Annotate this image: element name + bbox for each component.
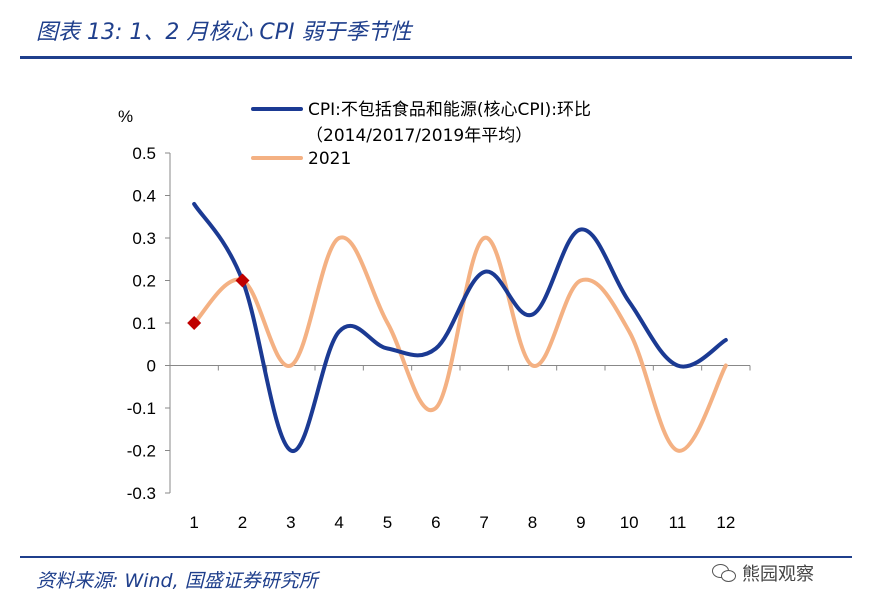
footer-divider	[20, 556, 852, 558]
series-line-2021	[192, 235, 728, 453]
figure-title: 图表 13: 1、2 月核心 CPI 弱于季节性	[36, 20, 412, 45]
y-tick-label: 0.4	[132, 187, 156, 206]
y-tick-label: 0.2	[132, 272, 156, 291]
x-tick-label: 10	[620, 513, 639, 532]
y-tick-label: 0.1	[132, 314, 156, 333]
legend-label-core-line2: （2014/2017/2019年平均）	[306, 126, 532, 146]
x-tick-label: 3	[286, 513, 295, 532]
x-tick-label: 8	[528, 513, 537, 532]
y-tick-label: 0.5	[132, 144, 156, 163]
y-tick-label: 0	[147, 357, 156, 376]
legend-label-2021: 2021	[308, 149, 351, 169]
watermark: 熊园观察	[712, 560, 814, 586]
x-tick-label: 7	[479, 513, 488, 532]
x-tick-label: 1	[189, 513, 198, 532]
x-tick-label: 11	[669, 513, 687, 532]
y-axis-label: %	[118, 107, 133, 126]
x-tick-label: 9	[576, 513, 585, 532]
x-tick-label: 2	[238, 513, 247, 532]
wechat-icon	[712, 562, 738, 584]
marker-diamond	[235, 273, 250, 288]
marker-diamond	[187, 316, 202, 330]
x-tick-label: 12	[716, 513, 735, 532]
title-divider	[20, 56, 852, 59]
series-line-core	[192, 202, 728, 453]
y-tick-label: 0.3	[132, 229, 156, 248]
legend: CPI:不包括食品和能源(核心CPI):环比 （2014/2017/2019年平…	[251, 100, 591, 169]
axes: 0.50.40.30.20.10-0.1-0.2-0.31 2 3 4 5 6 7 8 9 10 1…	[127, 144, 751, 532]
watermark-text: 熊园观察	[742, 564, 814, 585]
legend-label-core: CPI:不包括食品和能源(核心CPI):环比	[308, 100, 591, 120]
y-tick-label: -0.1	[127, 399, 156, 418]
y-tick-label: -0.3	[127, 484, 156, 503]
y-tick-label: -0.2	[127, 442, 156, 461]
x-tick-label: 5	[383, 513, 392, 532]
source-note: 资料来源: Wind, 国盛证券研究所	[36, 570, 318, 592]
x-tick-label: 6	[431, 513, 440, 532]
x-tick-label: 4	[334, 513, 343, 532]
series-layer	[187, 202, 728, 453]
